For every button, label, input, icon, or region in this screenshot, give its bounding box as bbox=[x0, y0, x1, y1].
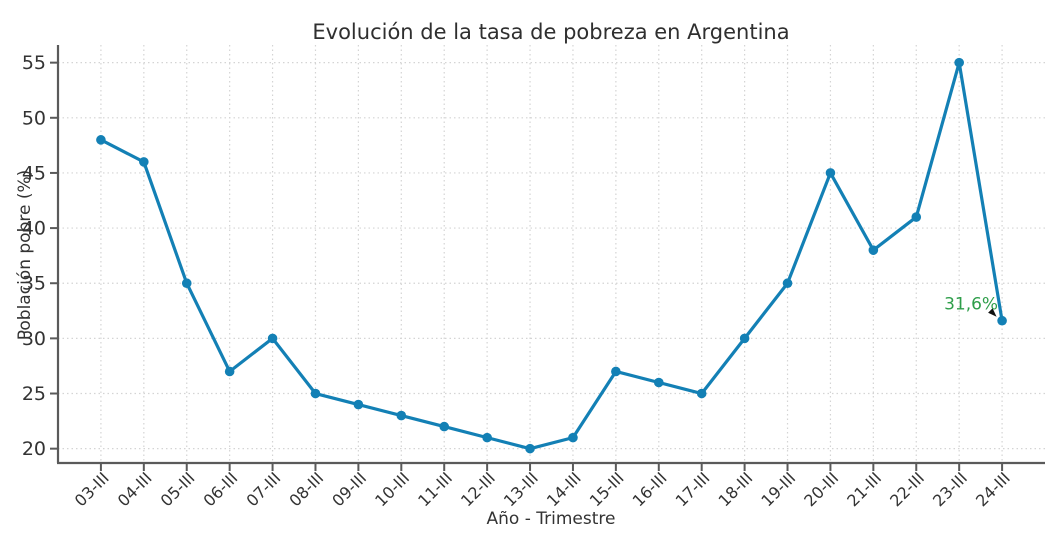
x-tick-label: 08-III bbox=[285, 468, 327, 510]
x-tick-label: 21-III bbox=[843, 468, 885, 510]
data-point-marker bbox=[482, 432, 492, 443]
x-tick-label: 05-III bbox=[157, 468, 199, 510]
x-tick-label: 24-III bbox=[972, 468, 1014, 510]
data-point-marker bbox=[224, 366, 235, 377]
chart-title: Evolución de la tasa de pobreza en Argen… bbox=[312, 20, 789, 44]
data-point-marker bbox=[525, 443, 535, 454]
x-tick-label: 03-III bbox=[71, 468, 113, 510]
x-tick-label: 20-III bbox=[800, 468, 842, 510]
y-axis-ticks: 20 25 30 35 40 45 50 55 bbox=[22, 52, 58, 460]
data-point-marker bbox=[696, 388, 707, 399]
data-point-marker bbox=[911, 212, 922, 222]
data-point-marker bbox=[396, 410, 407, 421]
x-tick-label: 17-III bbox=[672, 468, 714, 510]
x-tick-label: 10-III bbox=[371, 468, 413, 510]
data-point-marker bbox=[825, 168, 836, 178]
x-tick-label: 14-III bbox=[543, 468, 585, 510]
x-tick-label: 04-III bbox=[114, 468, 156, 510]
x-tick-label: 22-III bbox=[886, 468, 928, 510]
x-tick-label: 13-III bbox=[500, 468, 542, 510]
annotation-arrowhead bbox=[988, 308, 997, 317]
annotation-arrow bbox=[988, 308, 997, 317]
y-tick-label: 25 bbox=[22, 383, 46, 405]
y-tick-label: 35 bbox=[22, 273, 46, 295]
data-point-marker bbox=[139, 157, 149, 167]
x-tick-label: 18-III bbox=[715, 468, 757, 510]
x-tick-label: 06-III bbox=[200, 468, 242, 510]
y-tick-label: 50 bbox=[22, 107, 46, 129]
annotation-label: 31,6% bbox=[944, 295, 998, 315]
data-point-marker bbox=[96, 135, 106, 145]
y-tick-label: 55 bbox=[22, 52, 46, 74]
axes-spines bbox=[56, 45, 1045, 465]
gridlines bbox=[58, 45, 1045, 463]
data-point-marker bbox=[568, 432, 578, 443]
x-tick-label: 07-III bbox=[242, 468, 284, 510]
x-tick-label: 12-III bbox=[457, 468, 499, 510]
x-tick-label: 23-III bbox=[929, 468, 971, 510]
y-tick-label: 20 bbox=[22, 438, 46, 460]
y-tick-label: 30 bbox=[22, 328, 46, 350]
data-point-marker bbox=[611, 366, 621, 377]
data-point-marker bbox=[181, 278, 192, 289]
x-tick-label: 15-III bbox=[586, 468, 628, 510]
data-point-marker bbox=[267, 333, 278, 344]
data-point-marker bbox=[310, 388, 321, 399]
data-point-marker bbox=[868, 245, 879, 255]
data-point-marker bbox=[353, 399, 364, 410]
x-tick-label: 16-III bbox=[629, 468, 671, 510]
data-point-marker bbox=[997, 315, 1007, 326]
data-point-marker bbox=[653, 377, 664, 388]
x-axis-ticks: 03-III 04-III 05-III 06-III 07-III 08-III 09-I… bbox=[71, 463, 1014, 510]
x-axis-label: Año - Trimestre bbox=[487, 509, 616, 529]
x-tick-label: 11-III bbox=[414, 468, 456, 510]
data-point-marker bbox=[439, 421, 450, 432]
y-axis-label: Población pobre (%) bbox=[15, 170, 35, 341]
x-tick-label: 09-III bbox=[328, 468, 370, 510]
x-tick-label: 19-III bbox=[757, 468, 799, 510]
y-tick-label: 45 bbox=[22, 162, 46, 184]
line-series bbox=[96, 57, 1007, 454]
y-tick-label: 40 bbox=[22, 218, 46, 240]
data-point-marker bbox=[739, 333, 750, 344]
data-point-marker bbox=[954, 57, 964, 68]
data-point-marker bbox=[782, 278, 793, 289]
